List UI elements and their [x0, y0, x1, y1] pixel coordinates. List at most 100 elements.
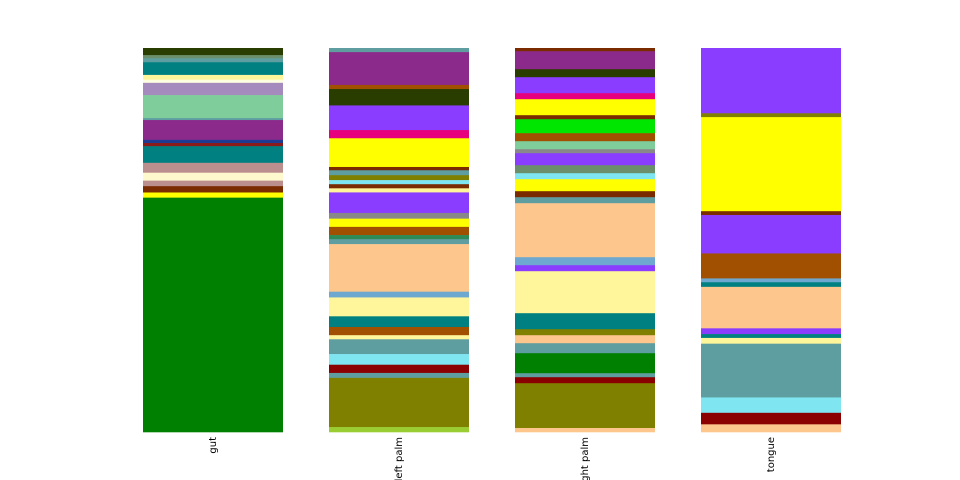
bar-segment-left-palm-19	[329, 244, 469, 292]
bar-segment-left-palm-26	[329, 354, 469, 366]
bar-segment-tongue-14	[701, 412, 841, 425]
bar-segment-right-palm-3	[515, 77, 655, 94]
bar-segment-left-palm-3	[329, 89, 469, 106]
bar-segment-left-palm-10	[329, 180, 469, 185]
bar-segment-left-palm-16	[329, 226, 469, 236]
bar-segment-gut-3	[143, 62, 283, 76]
bar-segment-left-palm-1	[329, 52, 469, 86]
bar-segment-right-palm-29	[515, 428, 655, 433]
bar-segment-left-palm-15	[329, 218, 469, 228]
bar-segment-gut-4	[143, 74, 283, 80]
bar-segment-left-palm-29	[329, 377, 469, 428]
bar-segment-gut-1	[143, 55, 283, 59]
bar-segment-gut-12	[143, 146, 283, 164]
bar-segment-gut-5	[143, 79, 283, 84]
bar-segment-right-palm-20	[515, 271, 655, 314]
bar-segment-right-palm-2	[515, 69, 655, 78]
bar-segment-right-palm-13	[515, 173, 655, 180]
bar-segment-tongue-5	[701, 253, 841, 279]
bar-segment-right-palm-8	[515, 133, 655, 142]
x-tick-labels: gut left palm right palm tongue	[208, 437, 777, 480]
bar-segment-left-palm-14	[329, 212, 469, 219]
bar-segment-left-palm-2	[329, 84, 469, 90]
bar-segment-right-palm-12	[515, 165, 655, 174]
bar-segment-right-palm-25	[515, 353, 655, 374]
bar-segment-right-palm-1	[515, 51, 655, 70]
bar-segment-right-palm-27	[515, 377, 655, 384]
bar-segment-right-palm-14	[515, 179, 655, 192]
bar-segment-left-palm-30	[329, 427, 469, 433]
bar-segment-tongue-10	[701, 334, 841, 339]
bar-segment-gut-10	[143, 139, 283, 144]
bar-segment-left-palm-13	[329, 192, 469, 214]
bar-segment-gut-16	[143, 186, 283, 193]
bar-segment-left-palm-24	[329, 335, 469, 340]
bar-segment-tongue-2	[701, 117, 841, 212]
bar-segment-left-palm-20	[329, 291, 469, 298]
bar-segment-left-palm-7	[329, 166, 469, 171]
bar-segment-left-palm-21	[329, 297, 469, 317]
bar-segment-gut-8	[143, 118, 283, 121]
bar-segment-left-palm-8	[329, 170, 469, 176]
bar-segment-tongue-4	[701, 215, 841, 254]
x-tick-label-tongue: tongue	[766, 437, 777, 472]
bar-segment-right-palm-9	[515, 141, 655, 150]
bars-layer	[143, 48, 841, 433]
bar-segment-gut-7	[143, 95, 283, 119]
bar-segment-left-palm-6	[329, 138, 469, 168]
bar-segment-left-palm-22	[329, 316, 469, 328]
bar-segment-right-palm-19	[515, 265, 655, 272]
bar-left-palm	[329, 48, 469, 433]
bar-segment-left-palm-27	[329, 364, 469, 374]
bar-segment-tongue-0	[701, 48, 841, 114]
bar-segment-right-palm-26	[515, 373, 655, 378]
bar-segment-left-palm-23	[329, 326, 469, 336]
bar-segment-left-palm-11	[329, 184, 469, 189]
x-tick-label-gut: gut	[208, 437, 219, 454]
bar-segment-tongue-15	[701, 424, 841, 433]
bar-segment-right-palm-24	[515, 343, 655, 354]
bar-segment-gut-9	[143, 120, 283, 141]
bar-segment-right-palm-16	[515, 197, 655, 204]
bar-segment-gut-6	[143, 82, 283, 96]
bar-segment-tongue-12	[701, 343, 841, 398]
x-tick-label-left-palm: left palm	[394, 437, 405, 480]
bar-segment-right-palm-4	[515, 93, 655, 100]
bar-segment-gut-2	[143, 58, 283, 63]
bar-segment-gut-17	[143, 192, 283, 198]
bar-segment-right-palm-0	[515, 48, 655, 52]
bar-segment-right-palm-21	[515, 313, 655, 330]
bar-segment-gut-0	[143, 48, 283, 56]
bar-segment-gut-18	[143, 197, 283, 433]
bar-segment-tongue-3	[701, 211, 841, 216]
bar-segment-tongue-1	[701, 113, 841, 118]
bar-segment-left-palm-5	[329, 130, 469, 139]
x-tick-label-right-palm: right palm	[580, 437, 591, 480]
bar-segment-gut-15	[143, 180, 283, 187]
bar-segment-tongue-13	[701, 397, 841, 414]
bar-segment-right-palm-18	[515, 257, 655, 266]
bar-right-palm	[515, 48, 655, 433]
bar-segment-right-palm-17	[515, 203, 655, 258]
bar-segment-left-palm-18	[329, 239, 469, 245]
bar-segment-left-palm-17	[329, 235, 469, 240]
bar-segment-left-palm-25	[329, 339, 469, 355]
bar-segment-gut-13	[143, 162, 283, 174]
bar-segment-right-palm-11	[515, 153, 655, 166]
bar-segment-right-palm-22	[515, 329, 655, 336]
bar-segment-right-palm-5	[515, 99, 655, 116]
bar-segment-left-palm-12	[329, 188, 469, 193]
bar-segment-tongue-7	[701, 282, 841, 288]
bar-segment-tongue-9	[701, 328, 841, 335]
bar-segment-tongue-6	[701, 278, 841, 283]
bar-tongue	[701, 48, 841, 433]
bar-segment-right-palm-6	[515, 115, 655, 120]
bar-segment-right-palm-28	[515, 383, 655, 429]
bar-segment-tongue-11	[701, 337, 841, 344]
bar-segment-right-palm-23	[515, 335, 655, 344]
bar-segment-gut-11	[143, 143, 283, 147]
bar-segment-right-palm-10	[515, 149, 655, 154]
bar-segment-left-palm-9	[329, 175, 469, 181]
bar-segment-left-palm-28	[329, 372, 469, 379]
